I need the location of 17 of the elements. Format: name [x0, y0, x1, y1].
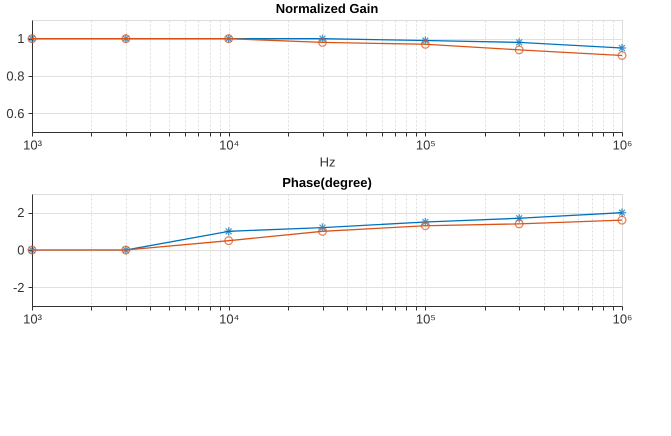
- x-tick-label: 10⁴: [219, 312, 240, 326]
- x-tick-label: 10⁵: [416, 138, 436, 152]
- x-tick-label: 10³: [23, 312, 43, 326]
- x-tick-label: 10⁶: [612, 312, 632, 326]
- x-tick-label: 10³: [23, 138, 43, 152]
- y-tick-label: 0: [17, 242, 24, 258]
- chart-title: Phase(degree): [282, 175, 372, 190]
- x-tick-label: 10⁶: [612, 138, 632, 152]
- x-axis-title: Hz: [320, 154, 336, 170]
- y-tick-label: -2: [12, 280, 24, 295]
- x-tick-label: 10⁵: [416, 312, 436, 326]
- y-tick-label: 0.8: [6, 68, 24, 84]
- x-tick-label: 10⁴: [219, 138, 240, 152]
- chart-title: Normalized Gain: [276, 1, 378, 16]
- y-tick-label: 0.6: [6, 106, 24, 121]
- y-tick-label: 1: [17, 31, 24, 46]
- y-tick-label: 2: [17, 205, 24, 220]
